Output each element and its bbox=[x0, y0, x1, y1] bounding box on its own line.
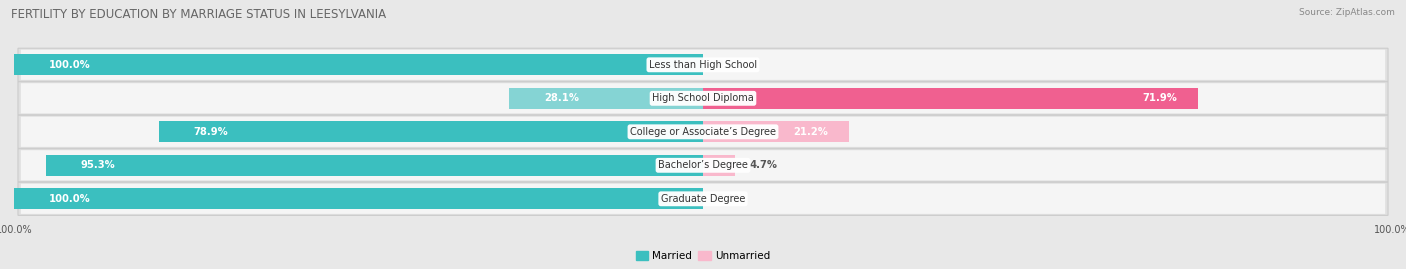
Text: Bachelor’s Degree: Bachelor’s Degree bbox=[658, 160, 748, 170]
Text: 21.2%: 21.2% bbox=[793, 127, 828, 137]
Bar bbox=[46, 155, 703, 176]
Text: Source: ZipAtlas.com: Source: ZipAtlas.com bbox=[1299, 8, 1395, 17]
FancyBboxPatch shape bbox=[21, 50, 1385, 80]
Text: College or Associate’s Degree: College or Associate’s Degree bbox=[630, 127, 776, 137]
FancyBboxPatch shape bbox=[18, 48, 1388, 82]
Bar bbox=[14, 54, 703, 75]
Text: 100.0%: 100.0% bbox=[48, 194, 90, 204]
Bar bbox=[159, 121, 703, 142]
Text: 78.9%: 78.9% bbox=[194, 127, 229, 137]
Text: FERTILITY BY EDUCATION BY MARRIAGE STATUS IN LEESYLVANIA: FERTILITY BY EDUCATION BY MARRIAGE STATU… bbox=[11, 8, 387, 21]
Text: 0.0%: 0.0% bbox=[717, 60, 745, 70]
FancyBboxPatch shape bbox=[21, 184, 1385, 214]
Text: Less than High School: Less than High School bbox=[650, 60, 756, 70]
Text: Graduate Degree: Graduate Degree bbox=[661, 194, 745, 204]
Bar bbox=[703, 121, 849, 142]
FancyBboxPatch shape bbox=[18, 149, 1388, 182]
Bar bbox=[703, 155, 735, 176]
Text: 28.1%: 28.1% bbox=[544, 93, 579, 103]
FancyBboxPatch shape bbox=[18, 82, 1388, 115]
Text: 95.3%: 95.3% bbox=[82, 160, 115, 170]
Text: 0.0%: 0.0% bbox=[717, 194, 745, 204]
Bar bbox=[703, 88, 1198, 109]
Text: 4.7%: 4.7% bbox=[749, 160, 778, 170]
FancyBboxPatch shape bbox=[21, 117, 1385, 147]
Legend: Married, Unmarried: Married, Unmarried bbox=[631, 247, 775, 265]
Text: 100.0%: 100.0% bbox=[48, 60, 90, 70]
FancyBboxPatch shape bbox=[18, 182, 1388, 215]
Bar bbox=[14, 188, 703, 209]
FancyBboxPatch shape bbox=[21, 150, 1385, 180]
Text: High School Diploma: High School Diploma bbox=[652, 93, 754, 103]
Text: 71.9%: 71.9% bbox=[1143, 93, 1178, 103]
FancyBboxPatch shape bbox=[18, 115, 1388, 148]
Bar bbox=[509, 88, 703, 109]
FancyBboxPatch shape bbox=[21, 83, 1385, 114]
